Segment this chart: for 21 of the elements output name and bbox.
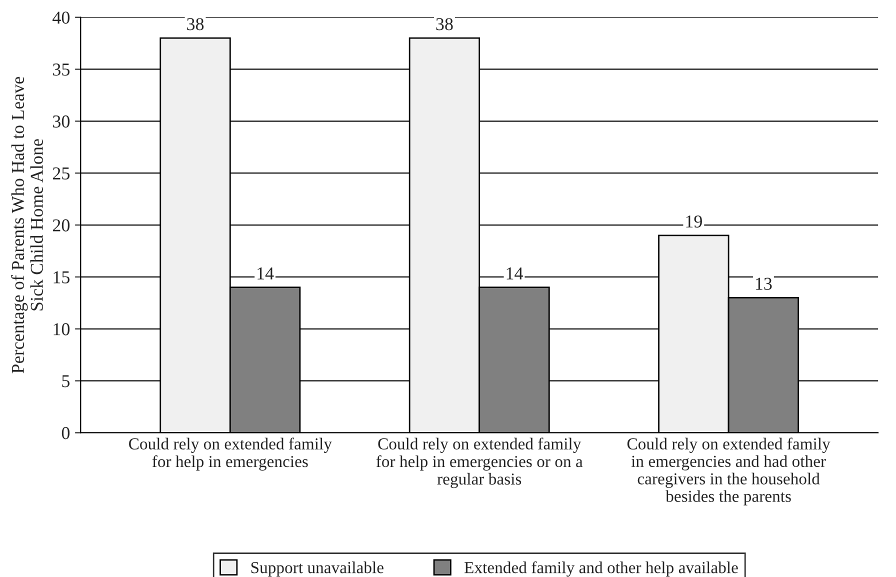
x-tick-label: Could rely on extended family in emergencies and had other caregivers in the household besides the parents	[627, 438, 830, 506]
y-tick-label: 20	[52, 219, 70, 232]
y-tick-label: 15	[54, 271, 70, 284]
y-axis-title: Percentage of Parents Who Had to Leave Sick Child Home Alone	[11, 76, 43, 374]
y-tick-label: 5	[62, 375, 70, 388]
x-tick-label: Could rely on extended family for help in emergencies	[129, 438, 332, 471]
y-tick-label: 0	[62, 427, 70, 440]
data-label: 14	[258, 267, 274, 280]
y-tick-label: 10	[54, 323, 70, 336]
data-label: 38	[187, 18, 204, 30]
data-label: 19	[686, 215, 702, 228]
y-tick-label: 40	[52, 12, 70, 24]
legend-label: Extended family and other help available	[464, 561, 738, 577]
y-tick-label: 30	[53, 115, 70, 128]
legend-label: Support unavailable	[251, 562, 384, 577]
y-tick-label: 35	[53, 64, 70, 76]
y-tick-label: 25	[52, 167, 70, 180]
x-tick-label: Could rely on extended family for help in emergencies or on a regular basis	[376, 438, 583, 488]
data-label: 38	[436, 18, 453, 30]
data-label: 14	[506, 267, 523, 280]
data-label: 13	[756, 278, 772, 290]
